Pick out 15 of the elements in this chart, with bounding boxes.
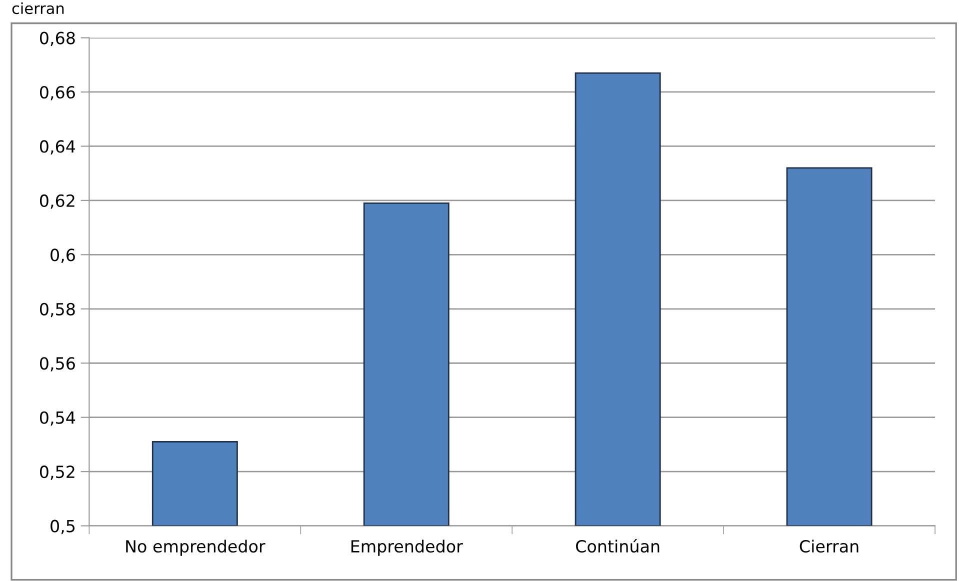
y-tick-label: 0,68 xyxy=(40,32,75,46)
y-tick-label: 0,56 xyxy=(40,357,75,372)
y-tick-label: 0,5 xyxy=(50,520,75,534)
y-tick-label: 0,64 xyxy=(40,140,76,154)
text: cierran xyxy=(12,2,64,14)
x-tick-label: No emprendedor xyxy=(126,540,266,556)
y-tick-label: 0,6 xyxy=(50,248,75,263)
y-tick-label: 0,54 xyxy=(40,411,76,426)
y-tick-label: 0,62 xyxy=(40,194,74,209)
x-tick-label: Emprendedor xyxy=(351,540,463,556)
x-tick-label: Continúan xyxy=(576,539,660,553)
y-tick-label: 0,58 xyxy=(40,302,75,318)
y-tick-label: 0,52 xyxy=(40,466,74,480)
x-tick-label: Cierran xyxy=(800,540,858,553)
y-tick-label: 0,66 xyxy=(40,86,75,100)
